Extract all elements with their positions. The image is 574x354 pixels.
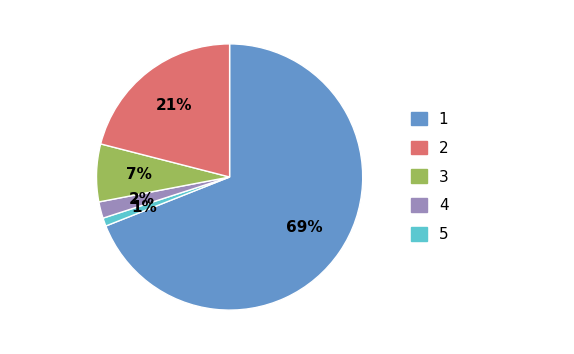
Text: 21%: 21% bbox=[156, 98, 192, 113]
Wedge shape bbox=[99, 177, 230, 218]
Text: 1%: 1% bbox=[131, 200, 157, 215]
Wedge shape bbox=[100, 44, 230, 177]
Wedge shape bbox=[103, 177, 230, 226]
Text: 69%: 69% bbox=[286, 221, 323, 235]
Text: 2%: 2% bbox=[129, 192, 155, 207]
Legend: 1, 2, 3, 4, 5: 1, 2, 3, 4, 5 bbox=[404, 104, 456, 250]
Wedge shape bbox=[106, 44, 363, 310]
Wedge shape bbox=[96, 144, 230, 202]
Text: 7%: 7% bbox=[126, 167, 152, 182]
